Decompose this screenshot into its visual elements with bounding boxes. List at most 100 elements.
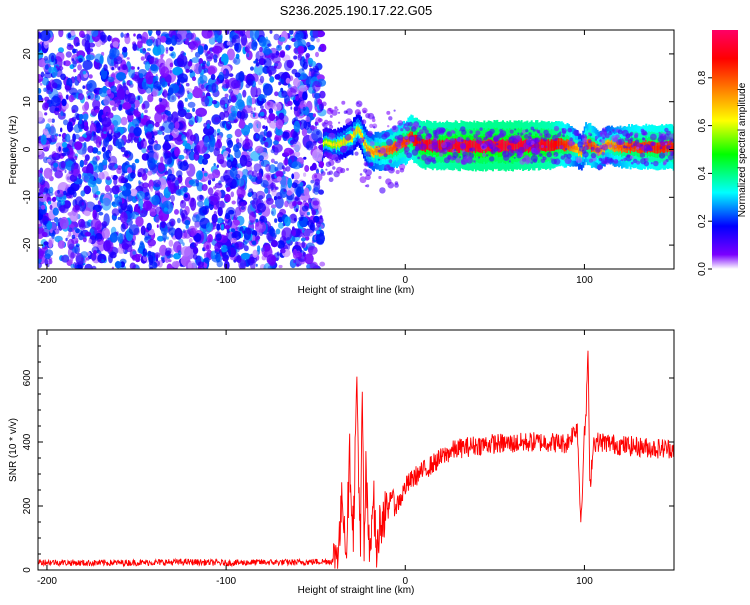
spectrogram-noise-cell — [304, 165, 310, 172]
spectrogram-noise-cell — [216, 138, 221, 144]
spectrogram-noise-cell — [203, 172, 208, 177]
spectrogram-noise-cell — [104, 184, 111, 193]
spectrogram-ridge-cell — [586, 142, 589, 147]
spectrogram-noise-cell — [79, 113, 84, 121]
spectrogram-noise-cell — [253, 63, 264, 76]
spectrogram-noise-cell — [179, 199, 187, 209]
spectrogram-noise-cell — [50, 228, 53, 234]
spectrogram-noise-cell — [242, 89, 247, 98]
spectrogram-noise-cell — [274, 133, 282, 142]
spectrogram-ridge-cell — [553, 142, 556, 148]
spectrogram-ridge-cell — [457, 144, 460, 150]
spectrogram-halo-cell — [639, 152, 646, 158]
spectrogram-noise-cell — [122, 82, 127, 89]
spectrogram-noise-cell — [234, 128, 242, 138]
spectrogram-ridge-cell — [403, 139, 406, 145]
spectrogram-noise-cell — [83, 159, 88, 166]
spectrogram-halo-cell — [539, 132, 543, 137]
spectrogram-ridge-cell — [539, 143, 542, 149]
spectrogram-noise-cell — [51, 151, 57, 158]
spectrogram-halo-cell — [327, 120, 333, 126]
spectrogram-noise-cell — [283, 147, 294, 156]
spectrogram-noise-cell — [271, 189, 278, 197]
spectrogram-noise-cell — [101, 197, 112, 211]
spectrogram-ridge-cell — [494, 142, 497, 148]
spectrogram-noise-cell — [94, 53, 104, 63]
spectrogram-noise-cell — [238, 259, 247, 269]
spectrogram-noise-cell — [208, 36, 216, 45]
spectrogram-noise-cell — [157, 44, 165, 55]
spectrogram-noise-cell — [185, 32, 194, 40]
spectrogram-noise-cell — [184, 219, 191, 226]
spectrogram-ridge-cell — [588, 141, 590, 147]
spectrogram-noise-cell — [146, 48, 151, 51]
spectrogram-noise-cell — [182, 242, 185, 247]
spectrogram-halo-cell — [495, 142, 499, 146]
spectrogram-halo-cell — [331, 109, 338, 116]
spectrogram-noise-cell — [289, 258, 297, 269]
spectrogram-halo-cell — [328, 170, 333, 175]
spectrogram-y-tick-label: -10 — [22, 190, 33, 205]
spectrogram-halo-cell — [643, 160, 650, 167]
spectrogram-ridge-cell — [353, 132, 355, 136]
spectrogram-noise-cell — [201, 30, 213, 39]
spectrogram-noise-cell — [91, 30, 99, 37]
spectrogram-noise-cell — [254, 112, 257, 117]
spectrogram-noise-cell — [207, 234, 213, 243]
spectrogram-noise-cell — [91, 265, 97, 269]
spectrogram-noise-cell — [167, 87, 174, 95]
spectrogram-noise-cell — [141, 50, 147, 55]
spectrogram-noise-cell — [133, 126, 142, 137]
spectrogram-halo-cell — [421, 131, 424, 134]
spectrogram-noise-cell — [140, 56, 145, 61]
spectrogram-noise-cell — [168, 239, 174, 247]
spectrogram-noise-cell — [213, 147, 220, 157]
spectrogram-halo-cell — [371, 118, 376, 123]
spectrogram-noise-cell — [40, 134, 47, 145]
spectrogram-halo-cell — [449, 138, 456, 145]
spectrogram-halo-cell — [554, 158, 561, 165]
spectrogram-halo-cell — [405, 141, 409, 146]
spectrogram-noise-cell — [318, 161, 325, 168]
spectrogram-noise-cell — [134, 158, 140, 164]
spectrogram-noise-cell — [85, 54, 95, 61]
spectrogram-noise-cell — [58, 204, 69, 214]
spectrogram-noise-cell — [224, 212, 231, 220]
spectrogram-noise-cell — [223, 110, 230, 118]
spectrogram-noise-cell — [305, 140, 314, 151]
spectrogram-noise-cell — [252, 249, 258, 258]
spectrogram-noise-cell — [243, 245, 249, 252]
spectrogram-ridge-cell — [546, 142, 549, 148]
spectrogram-noise-cell — [275, 119, 284, 130]
spectrogram-noise-cell — [203, 135, 210, 147]
spectrogram-ridge-cell — [628, 142, 631, 148]
spectrogram-noise-cell — [96, 239, 104, 245]
spectrogram-halo-cell — [359, 103, 361, 106]
spectrogram-halo-cell — [373, 126, 376, 129]
spectrogram-ridge-cell — [519, 143, 522, 149]
spectrogram-noise-cell — [194, 242, 198, 247]
spectrogram-halo-cell — [555, 146, 559, 149]
spectrogram-noise-cell — [253, 163, 261, 172]
spectrogram-halo-cell — [402, 125, 406, 129]
spectrogram-noise-cell — [176, 170, 183, 178]
spectrogram-noise-cell — [88, 239, 92, 244]
spectrogram-noise-cell — [301, 205, 309, 212]
spectrogram-noise-cell — [226, 48, 235, 61]
snr-background — [38, 330, 674, 570]
spectrogram-halo-cell — [667, 154, 674, 161]
spectrogram-noise-cell — [57, 190, 60, 194]
spectrogram-noise-cell — [40, 204, 46, 210]
spectrogram-ridge-cell — [556, 141, 559, 147]
spectrogram-noise-cell — [101, 134, 107, 139]
spectrogram-noise-cell — [270, 158, 275, 163]
spectrogram-noise-cell — [53, 228, 60, 235]
spectrogram-noise-cell — [67, 186, 75, 195]
spectrogram-noise-cell — [130, 188, 138, 197]
spectrogram-noise-cell — [296, 186, 302, 198]
spectrogram-noise-cell — [292, 171, 300, 180]
spectrogram-noise-cell — [152, 76, 156, 84]
spectrogram-ridge-cell — [331, 143, 334, 147]
spectrogram-noise-cell — [210, 74, 216, 80]
spectrogram-noise-cell — [250, 85, 258, 98]
